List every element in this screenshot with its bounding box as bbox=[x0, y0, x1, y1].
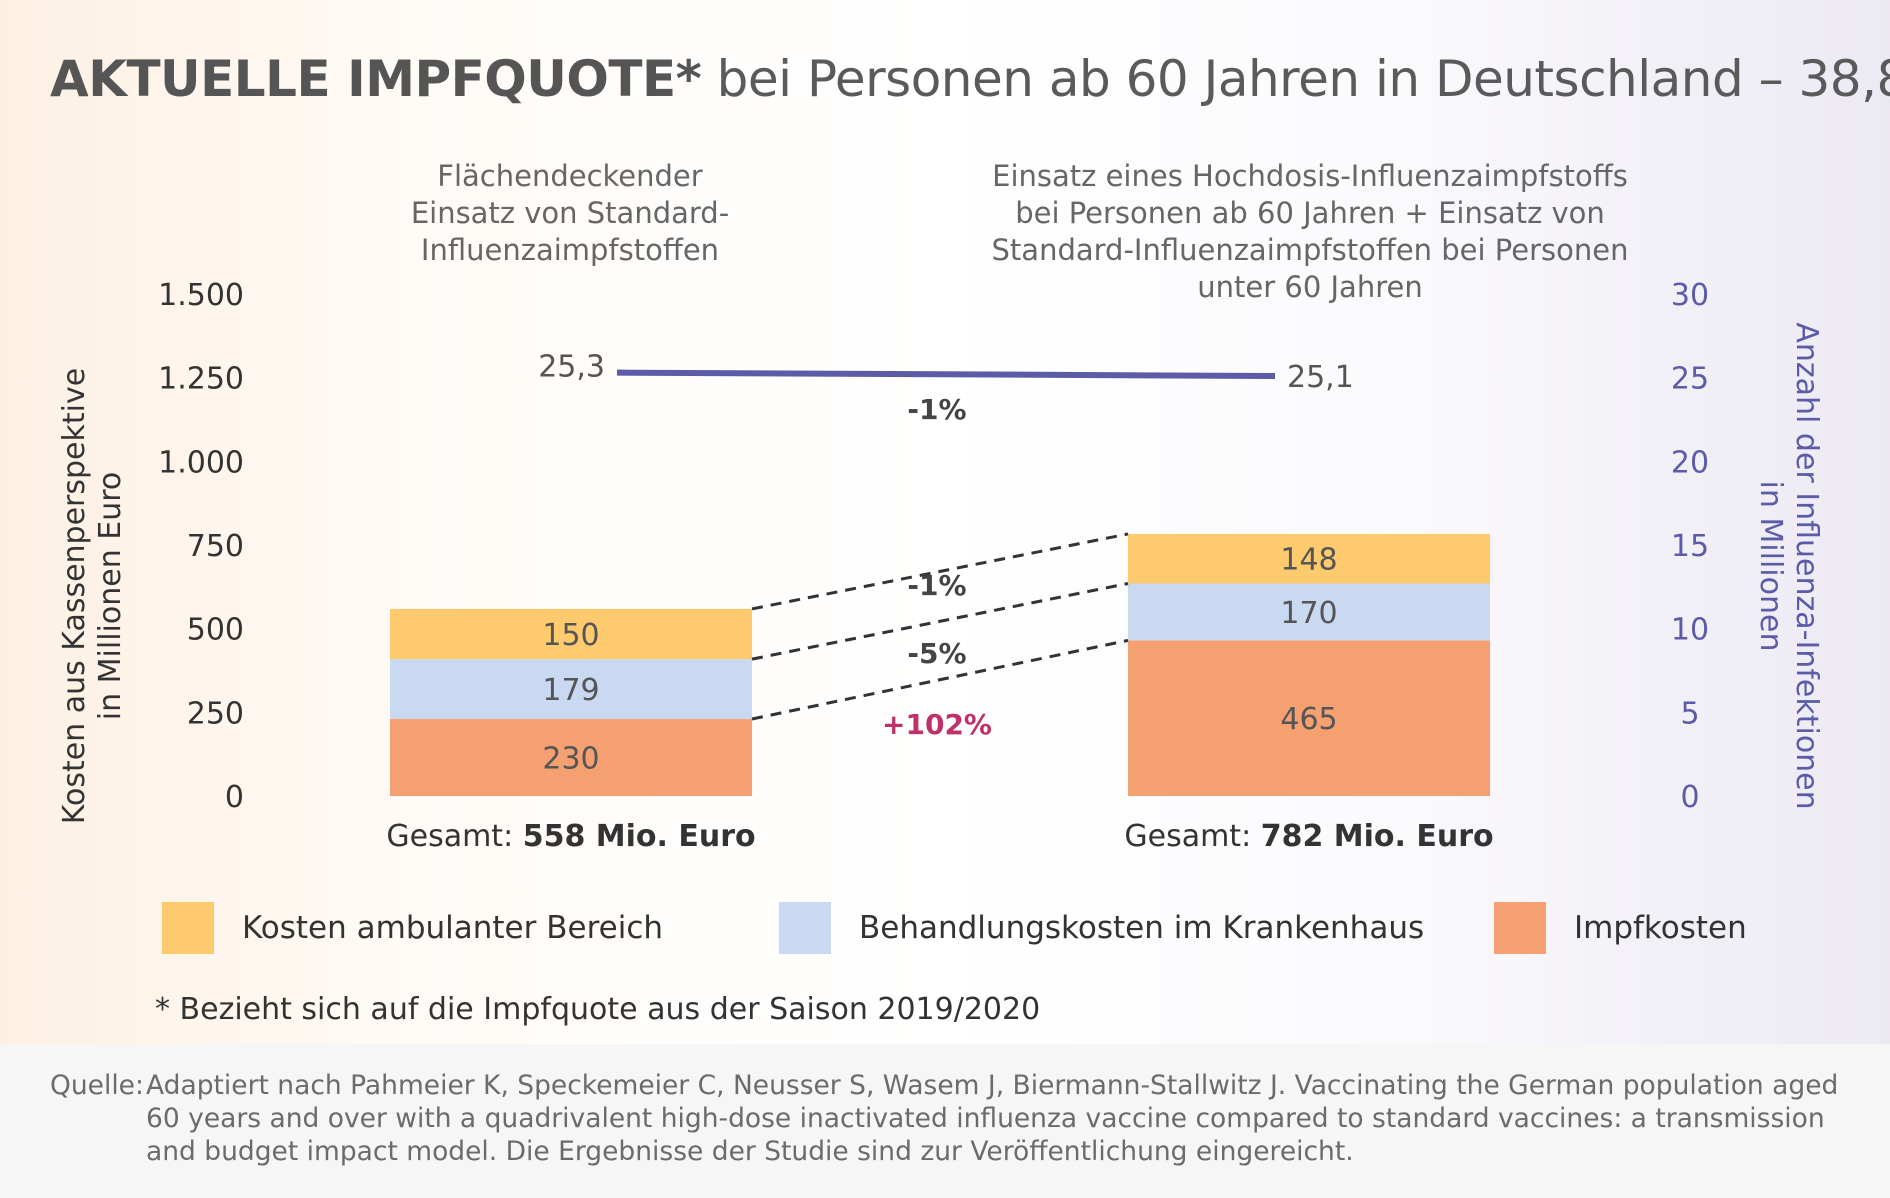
bar-value-label: 170 bbox=[1280, 596, 1337, 631]
total-prefix: Gesamt: bbox=[386, 819, 522, 854]
category-heading-line: Flächendeckender bbox=[437, 159, 702, 193]
y-tick-right: 20 bbox=[1671, 445, 1709, 480]
total-label: Gesamt: 558 Mio. Euro bbox=[386, 819, 755, 854]
category-heading-line: Influenzaimpfstoffen bbox=[421, 233, 719, 267]
legend-label-impfkosten: Impfkosten bbox=[1574, 910, 1747, 946]
legend-label-krankenhaus: Behandlungskosten im Krankenhaus bbox=[859, 910, 1425, 946]
y-tick-left: 500 bbox=[187, 613, 244, 648]
legend-item-krankenhaus: Behandlungskosten im Krankenhaus bbox=[779, 902, 1424, 954]
bar-segment bbox=[390, 719, 752, 796]
y-axis-title-right: Anzahl der Influenza-Infektionenin Milli… bbox=[1753, 322, 1824, 809]
change-label: -1% bbox=[907, 569, 966, 602]
total-value: 782 Mio. Euro bbox=[1261, 819, 1494, 854]
y-tick-left: 1.250 bbox=[158, 362, 244, 397]
bar-value-label: 179 bbox=[542, 673, 599, 708]
legend-label-ambulant: Kosten ambulanter Bereich bbox=[242, 910, 664, 946]
y-tick-left: 1.000 bbox=[158, 445, 244, 480]
total-label: Gesamt: 782 Mio. Euro bbox=[1124, 819, 1493, 854]
category-heading-line: Standard-Influenzaimpfstoffen bei Person… bbox=[992, 233, 1629, 267]
legend-item-ambulant: Kosten ambulanter Bereich bbox=[162, 902, 663, 954]
legend-item-impfkosten: Impfkosten bbox=[1494, 902, 1747, 954]
y-tick-right: 15 bbox=[1671, 529, 1709, 564]
infections-line bbox=[616, 369, 1276, 379]
y-tick-right: 5 bbox=[1680, 696, 1699, 731]
page-title: AKTUELLE IMPFQUOTE* bei Personen ab 60 J… bbox=[50, 50, 1890, 108]
y-tick-left: 750 bbox=[187, 529, 244, 564]
y-axis-title-right-line: in Millionen bbox=[1753, 481, 1788, 652]
source-prefix: Quelle: bbox=[50, 1070, 144, 1101]
bar-segment bbox=[1128, 533, 1490, 584]
category-heading-line: unter 60 Jahren bbox=[1197, 270, 1422, 304]
total-prefix: Gesamt: bbox=[1124, 819, 1260, 854]
source-citation: Quelle: Adaptiert nach Pahmeier K, Speck… bbox=[50, 1069, 1850, 1168]
title-bold: AKTUELLE IMPFQUOTE* bbox=[50, 50, 702, 108]
connector-line bbox=[751, 582, 1129, 661]
legend-swatch-impfkosten bbox=[1494, 902, 1546, 954]
y-tick-right: 0 bbox=[1680, 780, 1699, 815]
category-heading-line: Einsatz eines Hochdosis-Influenzaimpfsto… bbox=[992, 159, 1628, 193]
y-axis-title-right-line: Anzahl der Influenza-Infektionen bbox=[1789, 322, 1824, 809]
category-heading-line: Einsatz von Standard- bbox=[411, 196, 729, 230]
change-label: -1% bbox=[907, 393, 966, 426]
y-tick-left: 250 bbox=[187, 696, 244, 731]
title-rest: bei Personen ab 60 Jahren in Deutschland… bbox=[701, 50, 1890, 108]
y-tick-left: 0 bbox=[225, 780, 244, 815]
bar-value-label: 148 bbox=[1280, 543, 1337, 578]
change-label: +102% bbox=[882, 708, 992, 741]
total-value: 558 Mio. Euro bbox=[523, 819, 756, 854]
line-point-label: 25,3 bbox=[538, 350, 605, 385]
footnote: * Bezieht sich auf die Impfquote aus der… bbox=[155, 992, 1041, 1027]
bar-segment bbox=[390, 659, 752, 720]
legend-swatch-krankenhaus bbox=[779, 902, 831, 954]
category-heading-line: bei Personen ab 60 Jahren + Einsatz von bbox=[1015, 196, 1605, 230]
y-tick-left: 1.500 bbox=[158, 278, 244, 313]
bar-segment bbox=[1128, 583, 1490, 641]
y-tick-right: 30 bbox=[1671, 278, 1709, 313]
y-axis-title-left-line: Kosten aus Kassenperspektive bbox=[57, 368, 92, 824]
bar-value-label: 230 bbox=[542, 742, 599, 777]
connector-line bbox=[751, 638, 1129, 721]
y-axis-title-left: Kosten aus Kassenperspektivein Millionen… bbox=[57, 368, 128, 824]
y-tick-right: 25 bbox=[1671, 362, 1709, 397]
source-text: Adaptiert nach Pahmeier K, Speckemeier C… bbox=[146, 1070, 1839, 1167]
source-band bbox=[0, 1044, 1890, 1198]
bar-value-label: 150 bbox=[542, 618, 599, 653]
legend-swatch-ambulant bbox=[162, 902, 214, 954]
y-tick-right: 10 bbox=[1671, 613, 1709, 648]
bar-value-label: 465 bbox=[1280, 702, 1337, 737]
line-point-label: 25,1 bbox=[1287, 360, 1354, 395]
bar-segment bbox=[1128, 640, 1490, 796]
bar-segment bbox=[390, 608, 752, 660]
change-label: -5% bbox=[907, 637, 966, 670]
connector-line bbox=[751, 532, 1129, 611]
y-axis-title-left-line: in Millionen Euro bbox=[93, 472, 128, 720]
